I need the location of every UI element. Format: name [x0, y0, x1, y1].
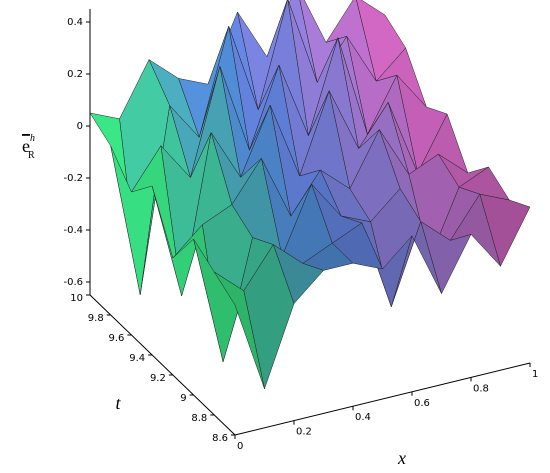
y-tick-label: 9.4 — [129, 353, 145, 364]
y-tick-label: 9.2 — [150, 373, 166, 384]
surface-patch — [214, 271, 265, 390]
z-tick-label: 0.4 — [67, 17, 83, 28]
x-tick-label: 0.8 — [473, 383, 489, 394]
x-tick-label: 0.6 — [414, 398, 430, 409]
z-label-base: e — [22, 136, 30, 156]
x-tick-label: 0 — [237, 441, 243, 452]
z-tick-label: -0.4 — [63, 225, 83, 236]
y-tick-label: 8.6 — [212, 433, 228, 444]
x-axis — [234, 362, 531, 436]
z-tick-label: -0.2 — [63, 173, 83, 184]
x-axis-label: x — [397, 448, 406, 468]
z-axis-label: eh R — [22, 133, 35, 161]
x-tick-label: 0.4 — [355, 412, 371, 423]
z-label-sub: R — [28, 150, 35, 161]
x-tick-label: 0.2 — [296, 427, 312, 438]
z-label-sup: h — [30, 133, 35, 144]
y-axis — [89, 294, 236, 436]
z-tick-label: 0 — [77, 121, 83, 132]
y-tick-label: 9.6 — [109, 333, 125, 344]
x-tick-label: 1 — [532, 369, 538, 380]
y-tick-label: 9 — [180, 393, 186, 404]
z-tick-label: -0.6 — [63, 277, 83, 288]
y-axis-label: t — [115, 393, 121, 413]
y-tick-label: 9.8 — [88, 313, 104, 324]
y-tick-label: 10 — [70, 293, 83, 304]
y-tick-label: 8.8 — [191, 413, 207, 424]
z-tick-label: 0.2 — [67, 69, 83, 80]
